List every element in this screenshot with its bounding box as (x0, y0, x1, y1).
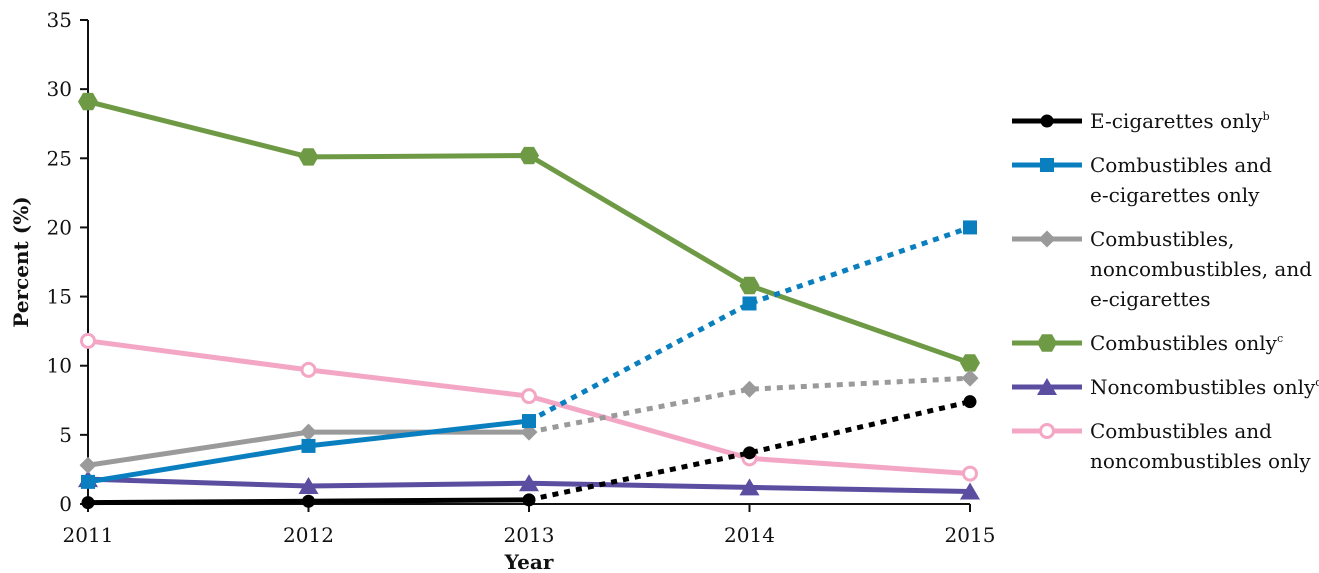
x-tick-label: 2011 (63, 523, 114, 547)
series-line-solid (85, 338, 973, 477)
x-tick-label: 2014 (724, 523, 775, 547)
legend: E-cigarettes onlyb Combustibles and e-ciga… (1012, 109, 1319, 473)
data-point (79, 456, 97, 474)
series-line-dotted (528, 375, 971, 435)
legend-swatch-marker (1039, 423, 1055, 439)
data-point (963, 220, 977, 235)
legend-label: noncombustibles, and (1090, 257, 1312, 281)
data-point (519, 474, 539, 492)
data-point (521, 388, 537, 405)
data-point (963, 395, 977, 409)
series-3 (78, 92, 980, 372)
data-point (81, 496, 95, 510)
legend-swatch-marker (1040, 158, 1054, 172)
legend-swatch-marker (1040, 114, 1054, 128)
legend-item: Combustibles and noncombustibles only (1012, 419, 1311, 473)
y-tick-label: 35 (47, 8, 72, 32)
y-tick-label: 20 (47, 215, 72, 239)
legend-label: Combustibles and (1090, 419, 1272, 443)
legend-swatch-marker (1037, 378, 1057, 395)
legend-swatch-marker (1037, 334, 1057, 352)
data-point (739, 276, 760, 295)
y-tick-label: 30 (47, 77, 72, 101)
series-1 (81, 220, 977, 489)
y-tick-label: 25 (47, 146, 72, 170)
data-point (80, 332, 96, 349)
data-point (298, 148, 319, 166)
data-point (300, 423, 317, 441)
x-axis-title: Year (504, 550, 554, 573)
data-point (960, 354, 980, 372)
x-tick-label: 2012 (283, 523, 334, 547)
legend-label: e-cigarettes only (1090, 183, 1260, 207)
x-tick-label: 2015 (945, 523, 996, 547)
legend-label: e-cigarettes (1090, 287, 1211, 311)
data-point (522, 414, 536, 429)
legend-item: Combustibles onlyc (1012, 331, 1283, 355)
legend-label: E-cigarettes onlyb (1090, 109, 1270, 133)
legend-label: Combustibles and (1090, 153, 1272, 177)
data-point (739, 478, 760, 496)
series-layer (78, 92, 980, 510)
x-tick-label: 2013 (504, 523, 555, 547)
y-tick-label: 5 (59, 423, 72, 447)
x-ticks: 2011 2012 2013 2014 2015 (63, 504, 996, 547)
series-2 (79, 369, 979, 474)
data-point (78, 92, 98, 111)
legend-label: Combustibles, (1090, 227, 1234, 251)
legend-item: Combustibles, noncombustibles, and e-cigar… (1012, 227, 1312, 311)
y-axis-title: Percent (%) (9, 196, 33, 327)
y-tick-label: 10 (47, 354, 72, 378)
data-point (742, 296, 757, 311)
legend-label: Combustibles onlyc (1090, 331, 1283, 355)
legend-item: Noncombustibles onlyd (1012, 375, 1319, 399)
y-tick-label: 0 (59, 492, 72, 516)
y-tick-label: 15 (47, 285, 72, 309)
data-point (522, 493, 536, 507)
legend-footnote-mark: c (1277, 332, 1283, 345)
data-point (519, 146, 539, 165)
legend-footnote-mark: d (1315, 376, 1319, 389)
series-0 (81, 395, 977, 510)
data-point (298, 477, 319, 495)
y-ticks: 0 5 10 15 20 25 30 35 (47, 8, 88, 516)
data-point (961, 369, 979, 387)
legend-item: Combustibles and e-cigarettes only (1012, 153, 1272, 207)
legend-footnote-mark: b (1263, 110, 1270, 123)
data-point (302, 494, 315, 508)
series-5 (80, 332, 978, 482)
data-point (81, 474, 95, 489)
data-point (300, 361, 317, 378)
legend-item: E-cigarettes onlyb (1012, 109, 1270, 133)
series-line-dotted (528, 399, 971, 503)
legend-swatch-marker (1038, 230, 1056, 248)
data-point (960, 482, 980, 500)
data-point (962, 465, 978, 482)
data-point (743, 446, 756, 460)
data-point (741, 380, 758, 398)
series-line-solid (85, 99, 973, 366)
legend-label: Noncombustibles onlyd (1090, 375, 1319, 399)
data-point (301, 438, 316, 453)
legend-label: noncombustibles only (1090, 449, 1311, 473)
